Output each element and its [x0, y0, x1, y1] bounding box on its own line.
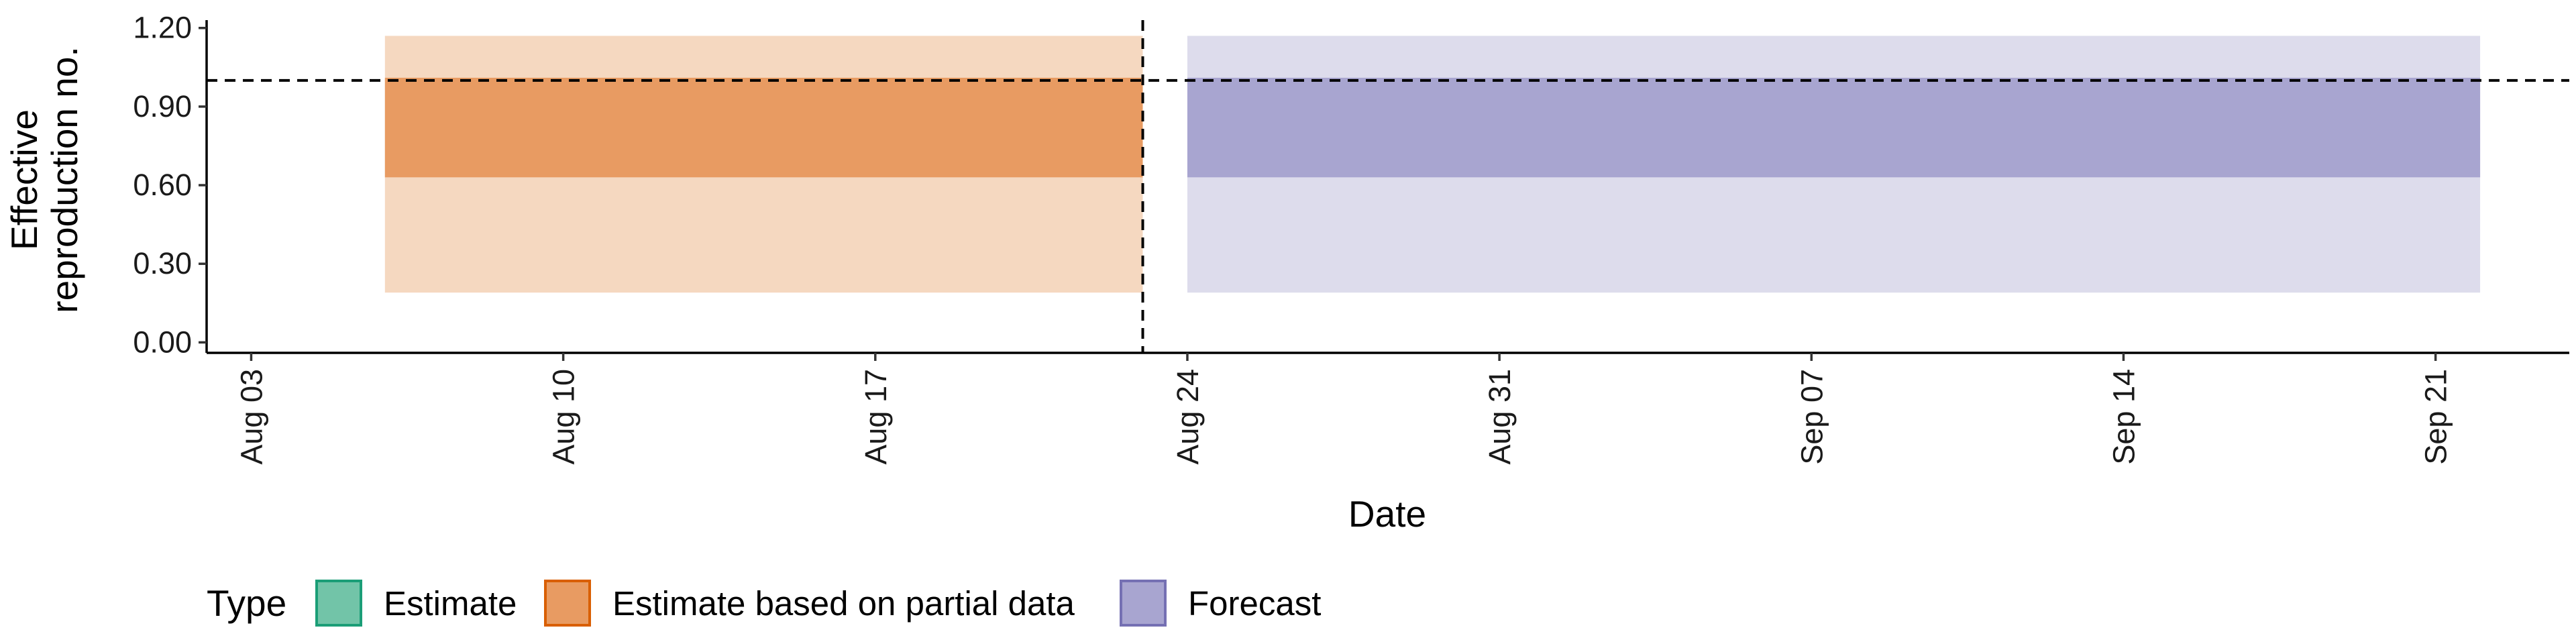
x-tick-label: Aug 31: [1483, 369, 1517, 465]
x-axis-title: Date: [1348, 493, 1426, 535]
reference-lines: [207, 20, 2569, 353]
y-tick-label: 0.90: [133, 89, 192, 123]
band-inner-0: [384, 77, 1143, 178]
legend-key: [1120, 580, 1167, 627]
legend: Type Estimate Estimate based on partial da…: [207, 580, 1321, 627]
x-tick-label: Aug 17: [859, 369, 893, 465]
legend-title: Type: [207, 582, 286, 624]
y-axis-title: Effective reproduction no.: [3, 46, 85, 313]
y-tick-label: 1.20: [133, 11, 192, 45]
x-tick-label: Sep 14: [2106, 369, 2141, 465]
x-tick-label: Aug 24: [1171, 369, 1205, 465]
legend-label: Estimate based on partial data: [612, 584, 1075, 623]
legend-key: [544, 580, 591, 627]
x-tick-label: Aug 03: [234, 369, 268, 465]
axes-layer: 0.00 0.30 0.60 0.90 1.20 Aug 03 Aug 10 Aug 17 Au…: [133, 11, 2569, 465]
legend-label: Forecast: [1188, 584, 1321, 623]
band-inner-1: [1187, 77, 2481, 178]
y-tick-label: 0.30: [133, 246, 192, 280]
y-axis-title-line-2: reproduction no.: [44, 46, 85, 313]
legend-key: [315, 580, 362, 627]
y-axis-title-line-1: Effective: [3, 109, 45, 250]
x-tick-label: Sep 07: [1794, 369, 1829, 465]
y-tick-label: 0.00: [133, 325, 192, 359]
x-tick-label: Aug 10: [547, 369, 581, 465]
legend-label: Estimate: [384, 584, 517, 623]
band-layer: [384, 36, 2481, 293]
y-tick-label: 0.60: [133, 168, 192, 202]
x-tick-label: Sep 21: [2419, 369, 2453, 465]
